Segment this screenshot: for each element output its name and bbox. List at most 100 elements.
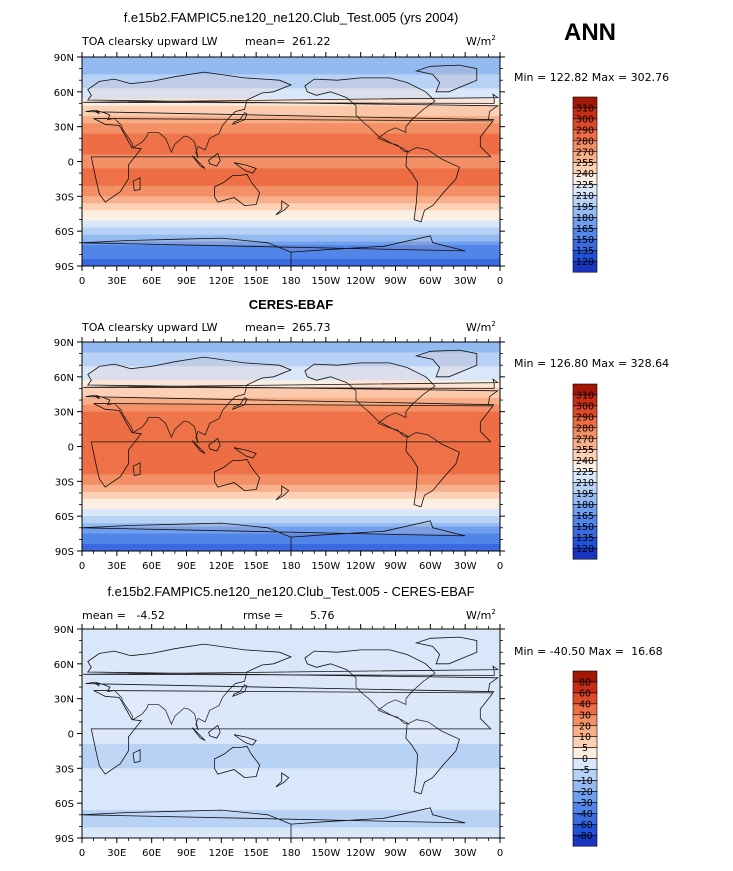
colorbar-label: -80 [577,831,593,842]
field-band [82,691,500,696]
field-band [82,133,500,138]
colorbar-label: 150 [576,522,594,533]
coastline [85,71,499,159]
field-band [82,649,500,654]
field-band [82,116,500,121]
field-band [82,512,500,517]
colorbar-label: 80 [579,677,591,688]
field-band [82,144,500,148]
lon-tick-label: 30E [107,276,126,287]
coastline [414,64,478,93]
field-band [82,404,500,409]
field-band [82,84,500,89]
coastline [82,520,466,551]
field-band [82,359,500,364]
field-band [82,446,500,451]
coastline [414,636,478,665]
colorbar-label: 270 [576,147,594,158]
field-band [82,488,500,493]
field-band [82,646,500,651]
colorbar-label: 195 [576,202,594,213]
field-band [82,709,500,713]
field-band [82,502,500,507]
lon-tick-label: 150W [311,561,340,572]
lon-tick-label: 30E [107,561,126,572]
colorbar-label: -40 [577,809,593,820]
lon-tick-label: 0 [79,276,85,287]
field-band [82,362,500,367]
panel-rmse-label: rmse = [243,609,283,622]
field-band [82,467,500,472]
field-band [82,196,500,201]
coastline [191,155,206,169]
field-band [82,516,500,521]
field-band [82,217,500,222]
lon-tick-label: 90W [384,848,407,859]
field-band [82,757,500,762]
lon-tick-label: 90W [384,276,407,287]
field-band [82,463,500,468]
lon-tick-label: 120E [209,848,234,859]
field-band [82,667,500,672]
field-band [82,60,500,65]
field-band [82,761,500,766]
field-band [82,789,500,794]
field-band [82,498,500,503]
lon-tick-label: 120W [346,561,375,572]
panel-variable-label: TOA clearsky upward LW [81,321,218,334]
colorbar-label: -30 [577,798,593,809]
lon-tick-label: 150E [243,848,268,859]
lat-tick-label: 30S [55,477,74,488]
panel-title: f.e15b2.FAMPIC5.ne120_ne120.Club_Test.00… [107,584,474,599]
field-band [82,154,500,159]
field-band [82,733,500,738]
colorbar-label: 0 [582,754,588,765]
season-label: ANN [564,19,616,46]
field-band [82,57,500,61]
field-band [82,677,500,682]
field-band [82,70,500,75]
field-band [82,764,500,769]
field-band [82,199,500,204]
colorbar-box [572,547,598,560]
field-band [82,491,500,496]
field-band [82,206,500,211]
lat-tick-label: 90S [55,262,74,273]
coastline [85,643,499,731]
lat-tick-label: 60N [54,373,74,384]
lat-tick-label: 30S [55,192,74,203]
field-band [82,509,500,514]
coastline [232,684,248,698]
panel-mean-value: 261.22 [292,35,331,48]
colorbar-label: 210 [576,478,594,489]
lon-tick-label: 120E [209,561,234,572]
colorbar-label: 300 [576,401,594,412]
field-band [82,474,500,479]
map-axes: 90N 60N 30N 0 30S 60S 90S 0 30E 60E 90E 120E 150E 180… [54,337,505,572]
coastline [304,77,436,153]
lon-tick-label: 120W [346,276,375,287]
field-band [82,140,500,145]
coastline [83,665,499,676]
coastline [214,458,261,492]
field-band [82,88,500,93]
field-band [82,234,500,239]
colorbar-label: 290 [576,125,594,136]
coastline [214,745,261,779]
coastline [233,162,257,174]
field-band [82,366,500,371]
field-band [82,429,500,433]
field-band [82,484,500,489]
coastline [90,690,494,775]
field-band [82,775,500,780]
field-band [82,660,500,665]
field-band [82,147,500,152]
colorbar-label: -60 [577,820,593,831]
coastline [132,462,141,476]
field-band [82,373,500,378]
lon-tick-label: 0 [497,848,503,859]
coastline [191,440,206,454]
field-band [82,456,500,461]
coastline [275,485,290,501]
